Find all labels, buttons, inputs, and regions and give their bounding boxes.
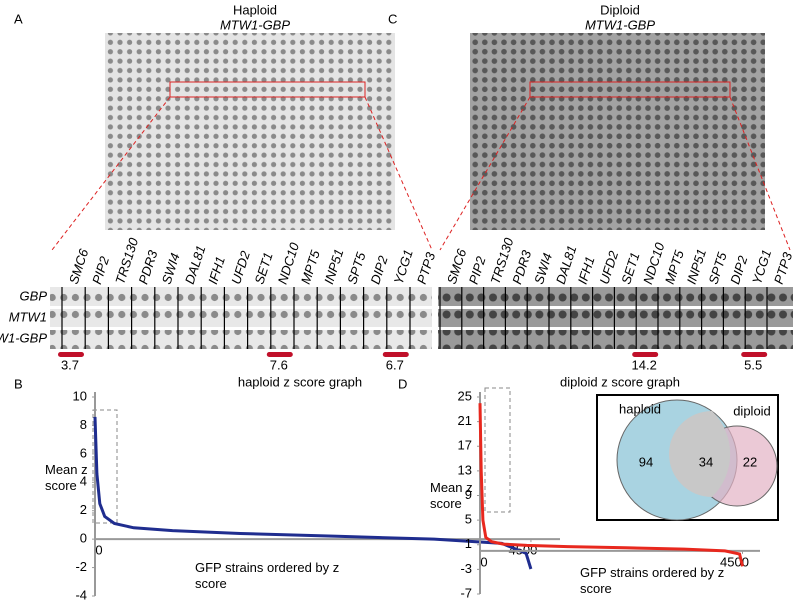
x-axis-label: GFP strains ordered by z score (580, 565, 725, 596)
row-label: GBP (20, 288, 48, 303)
gene-label: DAL81 (182, 244, 209, 286)
gene-label: IFH1 (205, 255, 228, 286)
gene-label: MPT5 (298, 248, 323, 286)
venn-count: 34 (699, 454, 713, 469)
venn-count: 94 (639, 454, 653, 469)
y-tick-label: 2 (80, 502, 87, 517)
row-label: MTW1-GBP (0, 330, 47, 345)
plate-image (105, 33, 395, 230)
highlight-box (484, 387, 511, 513)
hit-z: 6.7 (386, 357, 404, 372)
gene-label: SPT5 (705, 250, 730, 286)
venn-label: diploid (733, 403, 771, 418)
hit-z: 5.5 (744, 357, 762, 372)
y-tick-label: 8 (80, 417, 87, 432)
highlight-box (92, 409, 118, 524)
y-tick-label: 1 (465, 536, 472, 551)
gene-label: SMC6 (66, 246, 92, 286)
panel-letter: A (14, 11, 23, 26)
gene-label: DIP2 (727, 253, 750, 286)
panel-letter: B (14, 376, 23, 391)
y-tick-label: -7 (460, 585, 472, 600)
gene-label: SPT5 (344, 250, 369, 286)
y-tick-label: 25 (458, 388, 472, 403)
venn-count: 22 (743, 454, 757, 469)
x-tick-label: 0 (95, 543, 102, 558)
hit-bar (58, 352, 84, 357)
plate-strain: MTW1-GBP (220, 17, 290, 32)
panel-letter: D (398, 376, 407, 391)
hit-bar (632, 352, 659, 357)
x-axis-label: GFP strains ordered by z score (195, 560, 340, 591)
y-tick-label: 5 (465, 512, 472, 527)
gene-label: PIP2 (466, 254, 489, 286)
zoom-box (51, 81, 791, 251)
panel-letter: C (388, 11, 397, 26)
venn-overlap (669, 411, 731, 497)
strip-image (438, 287, 793, 349)
hit-z: 14.2 (632, 357, 657, 372)
y-tick-label: -4 (75, 587, 87, 602)
hit-bar (741, 352, 768, 357)
gene-label: PTP3 (771, 250, 793, 286)
gene-label: UFD2 (228, 248, 253, 286)
y-tick-label: 21 (458, 413, 472, 428)
gene-label: SET1 (251, 250, 275, 286)
data-line (478, 403, 744, 567)
y-tick-label: 0 (80, 531, 87, 546)
gene-label: PTP3 (414, 250, 439, 286)
gene-label: INP51 (321, 247, 346, 286)
hit-z: 7.6 (270, 357, 288, 372)
y-tick-label: -2 (75, 559, 87, 574)
plate-title: Diploid (600, 2, 640, 17)
gene-label: IFH1 (575, 255, 598, 286)
hit-bar (266, 352, 293, 357)
gene-label: PIP2 (89, 254, 112, 286)
y-axis-label: Mean z score (430, 480, 473, 511)
y-axis-label: Mean z score (45, 462, 88, 493)
venn-label: haploid (619, 401, 661, 416)
gene-label: DIP2 (367, 253, 390, 286)
plate-title: Haploid (233, 2, 277, 17)
gene-label: YCG1 (391, 248, 416, 286)
row-label: MTW1 (9, 309, 47, 324)
y-tick-label: 4 (80, 474, 87, 489)
hit-z: 3.7 (61, 357, 79, 372)
gene-label: SWI4 (531, 251, 555, 286)
row-divider (50, 306, 793, 330)
chart-title: diploid z score graph (560, 374, 680, 389)
gene-label: SWI4 (159, 251, 183, 286)
y-tick-label: 10 (73, 388, 87, 403)
y-tick-label: 17 (458, 438, 472, 453)
hit-bar (382, 352, 409, 357)
y-tick-label: -3 (460, 561, 472, 576)
strip-image (50, 287, 432, 349)
y-tick-label: 6 (80, 445, 87, 460)
plate-strain: MTW1-GBP (585, 17, 655, 32)
plate-image (470, 33, 765, 230)
gene-label: SET1 (618, 250, 642, 286)
gene-label: PDR3 (135, 248, 160, 286)
chart-title: haploid z score graph (238, 374, 362, 389)
y-tick-label: 13 (458, 462, 472, 477)
y-tick-label: 9 (465, 487, 472, 502)
x-tick-label: 0 (480, 554, 487, 569)
